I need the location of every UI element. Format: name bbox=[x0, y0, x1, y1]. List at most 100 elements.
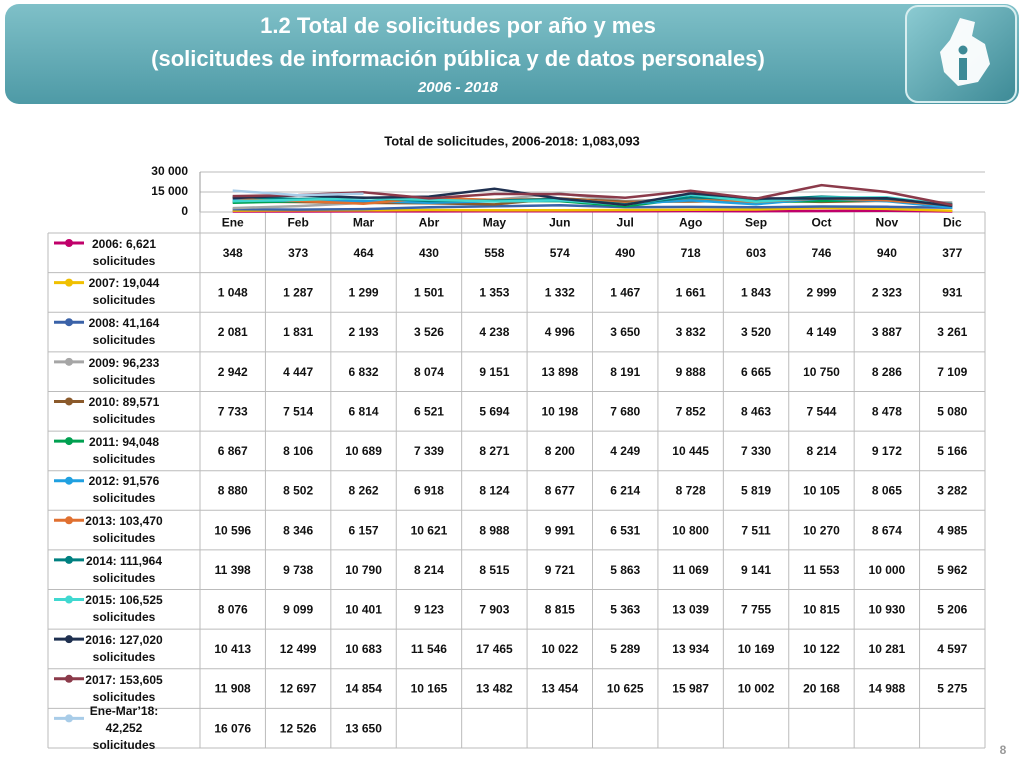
series-line bbox=[232, 187, 953, 208]
table-value: 7 544 bbox=[806, 404, 836, 418]
slide-title: 1.2 Total de solicitudes por año y mes bbox=[260, 13, 656, 38]
legend-key-marker bbox=[65, 635, 73, 644]
table-value: 3 526 bbox=[414, 325, 444, 339]
table-value: 8 286 bbox=[872, 365, 902, 379]
logo-i-dot bbox=[958, 45, 968, 55]
table-value: 1 287 bbox=[283, 286, 313, 300]
table-value: 9 991 bbox=[545, 523, 575, 537]
table-value: 2 999 bbox=[806, 286, 836, 300]
table-value: 8 214 bbox=[806, 444, 836, 458]
table-value: 8 214 bbox=[414, 563, 444, 577]
table-value: 6 832 bbox=[349, 365, 379, 379]
table-value: 8 200 bbox=[545, 444, 575, 458]
table-value: 5 289 bbox=[610, 642, 640, 656]
table-value: 8 478 bbox=[872, 404, 902, 418]
table-value: 2 193 bbox=[349, 325, 379, 339]
table-value: 10 621 bbox=[411, 523, 448, 537]
table-value: 3 520 bbox=[741, 325, 771, 339]
table-value: 3 832 bbox=[676, 325, 706, 339]
table-value: 10 800 bbox=[672, 523, 709, 537]
table-value: 4 249 bbox=[610, 444, 640, 458]
table-value: 6 214 bbox=[610, 484, 640, 498]
table-value: 718 bbox=[681, 246, 701, 260]
legend-label: 2016: 127,020 solicitudes bbox=[85, 632, 163, 664]
table-value: 8 502 bbox=[283, 484, 313, 498]
table-value: 7 755 bbox=[741, 603, 771, 617]
table-value: 14 988 bbox=[869, 682, 906, 696]
table-value: 5 275 bbox=[937, 682, 967, 696]
table-value: 1 467 bbox=[610, 286, 640, 300]
table-value: 10 401 bbox=[345, 603, 382, 617]
table-value: 5 962 bbox=[937, 563, 967, 577]
x-tick-label: Feb bbox=[287, 216, 308, 230]
table-value: 574 bbox=[550, 246, 570, 260]
table-value: 10 445 bbox=[672, 444, 709, 458]
legend-key-marker bbox=[65, 674, 73, 683]
table-value: 8 076 bbox=[218, 603, 248, 617]
table-value: 13 482 bbox=[476, 682, 513, 696]
table-value: 10 596 bbox=[214, 523, 251, 537]
table-value: 10 002 bbox=[738, 682, 775, 696]
table-value: 11 908 bbox=[215, 682, 251, 696]
table-value: 15 987 bbox=[672, 682, 709, 696]
table-value: 4 985 bbox=[937, 523, 967, 537]
table-value: 3 650 bbox=[610, 325, 640, 339]
table-value: 3 261 bbox=[937, 325, 967, 339]
legend-key-marker bbox=[65, 239, 73, 247]
legend-key-marker bbox=[65, 714, 73, 723]
table-value: 940 bbox=[877, 246, 897, 260]
table-value: 1 831 bbox=[283, 325, 313, 339]
table-value: 2 323 bbox=[872, 286, 902, 300]
table-value: 6 665 bbox=[741, 365, 771, 379]
legend-label: Ene-Mar’18: 42,252 solicitudes bbox=[89, 703, 159, 752]
table-value: 8 271 bbox=[479, 444, 509, 458]
x-tick-label: Ene bbox=[222, 216, 244, 230]
table-value: 1 353 bbox=[479, 286, 509, 300]
legend-key-marker bbox=[65, 437, 73, 446]
table-value: 8 124 bbox=[479, 484, 509, 498]
x-tick-label: May bbox=[483, 216, 507, 230]
table-value: 10 105 bbox=[803, 484, 840, 498]
table-value: 5 863 bbox=[610, 563, 640, 577]
table-value: 11 546 bbox=[411, 642, 447, 656]
legend-label: 2011: 94,048 solicitudes bbox=[88, 434, 160, 466]
table-value: 746 bbox=[811, 246, 831, 260]
legend-key-marker bbox=[65, 397, 73, 406]
chart-title: Total de solicitudes, 2006-2018: 1,083,0… bbox=[384, 133, 640, 148]
legend-key-marker bbox=[65, 357, 73, 366]
x-tick-label: Ago bbox=[679, 216, 702, 230]
table-value: 10 122 bbox=[803, 642, 840, 656]
logo-i bbox=[959, 58, 967, 80]
legend-label: 2008: 41,164 solicitudes bbox=[88, 316, 160, 348]
table-value: 7 680 bbox=[610, 404, 640, 418]
table-value: 6 867 bbox=[218, 444, 248, 458]
table-value: 8 065 bbox=[872, 484, 902, 498]
table-value: 10 000 bbox=[869, 563, 906, 577]
table-value: 10 683 bbox=[345, 642, 382, 656]
table-value: 348 bbox=[223, 246, 243, 260]
table-value: 5 080 bbox=[937, 404, 967, 418]
table-value: 9 738 bbox=[283, 563, 313, 577]
table-value: 1 299 bbox=[349, 286, 379, 300]
legend-key-marker bbox=[65, 516, 73, 525]
legend-label: 2007: 19,044 solicitudes bbox=[88, 276, 160, 308]
table-value: 7 330 bbox=[741, 444, 771, 458]
table-value: 9 151 bbox=[479, 365, 509, 379]
table-value: 7 511 bbox=[741, 523, 771, 537]
table-value: 1 661 bbox=[676, 286, 706, 300]
x-tick-label: Oct bbox=[811, 216, 831, 230]
table-value: 9 141 bbox=[741, 563, 771, 577]
table-value: 8 463 bbox=[741, 404, 771, 418]
table-value: 17 465 bbox=[476, 642, 513, 656]
table-value: 6 918 bbox=[414, 484, 444, 498]
series-line bbox=[232, 183, 953, 207]
table-value: 10 625 bbox=[607, 682, 644, 696]
table-value: 11 069 bbox=[673, 563, 709, 577]
x-tick-label: Jul bbox=[617, 216, 634, 230]
table-value: 9 721 bbox=[545, 563, 575, 577]
banner bbox=[5, 4, 1019, 104]
table-value: 14 854 bbox=[345, 682, 382, 696]
table-value: 7 339 bbox=[414, 444, 444, 458]
